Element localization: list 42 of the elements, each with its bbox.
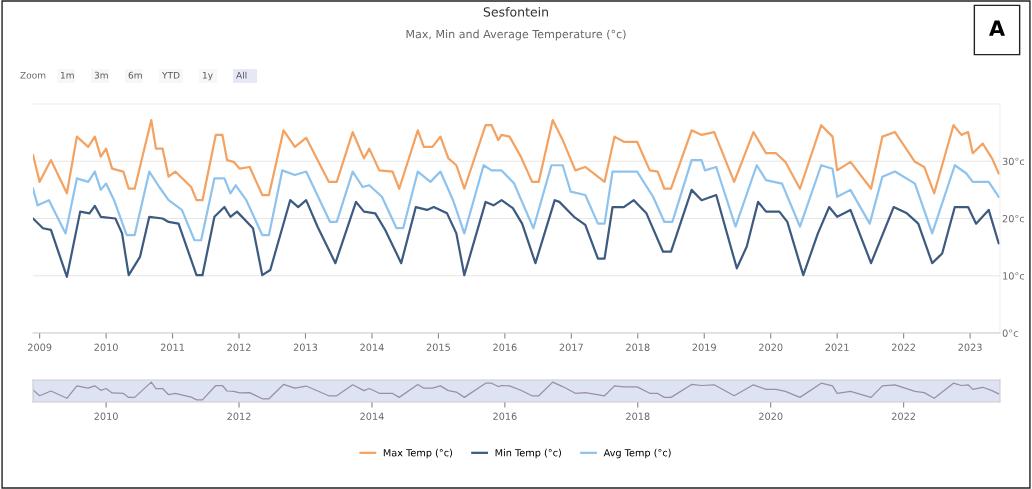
x-tick-label: 2014: [360, 343, 384, 351]
x-tick-label: 2019: [692, 343, 716, 351]
x-tick-label: 2013: [293, 343, 318, 351]
x-tick-label: 2016: [493, 412, 517, 420]
chart-title: Sesfontein: [483, 6, 548, 17]
x-tick-label: 2016: [493, 343, 517, 351]
y-tick-label: 20°c: [1002, 214, 1025, 223]
legend-label: Min Temp (°c): [495, 448, 561, 459]
text: 1m: [60, 71, 74, 79]
text: All: [236, 71, 247, 79]
text: 1y: [202, 71, 213, 81]
y-tick-label: 10°c: [1003, 272, 1025, 280]
x-tick-label: 2018: [626, 343, 650, 351]
x-tick-label: 2022: [891, 343, 916, 351]
x-tick-label: 2009: [27, 343, 52, 351]
x-tick-label: 2012: [227, 412, 251, 420]
x-tick-label: 2015: [426, 343, 450, 351]
text: A: [989, 20, 1005, 36]
x-tick-label: 2014: [360, 412, 384, 420]
x-tick-label: 2021: [825, 343, 849, 351]
line-series: [33, 118, 1000, 202]
y-tick-label: 30°c: [1002, 157, 1025, 166]
x-tick-label: 2010: [94, 412, 118, 420]
text: 3m: [94, 71, 108, 79]
y-tick-label: 0°c: [1002, 329, 1018, 337]
legend-label: Avg Temp (°c): [603, 448, 671, 459]
chart-subtitle: Max, Min and Average Temperature (°c): [406, 29, 626, 41]
x-tick-label: 2011: [160, 343, 185, 351]
legend-label: Max Temp (°c): [383, 448, 453, 459]
text: Zoom: [20, 71, 46, 79]
x-tick-label: 2020: [759, 412, 783, 420]
text: 6m: [128, 71, 142, 79]
line-series: [33, 188, 1000, 279]
x-tick-label: 2017: [559, 343, 583, 351]
x-tick-label: 2020: [759, 343, 783, 351]
text: YTD: [161, 71, 180, 79]
x-tick-label: 2023: [958, 343, 982, 351]
x-tick-label: 2018: [626, 412, 650, 420]
x-tick-label: 2012: [227, 343, 251, 351]
line-series: [33, 159, 1000, 242]
x-tick-label: 2022: [891, 412, 916, 420]
x-tick-label: 2010: [94, 343, 118, 351]
